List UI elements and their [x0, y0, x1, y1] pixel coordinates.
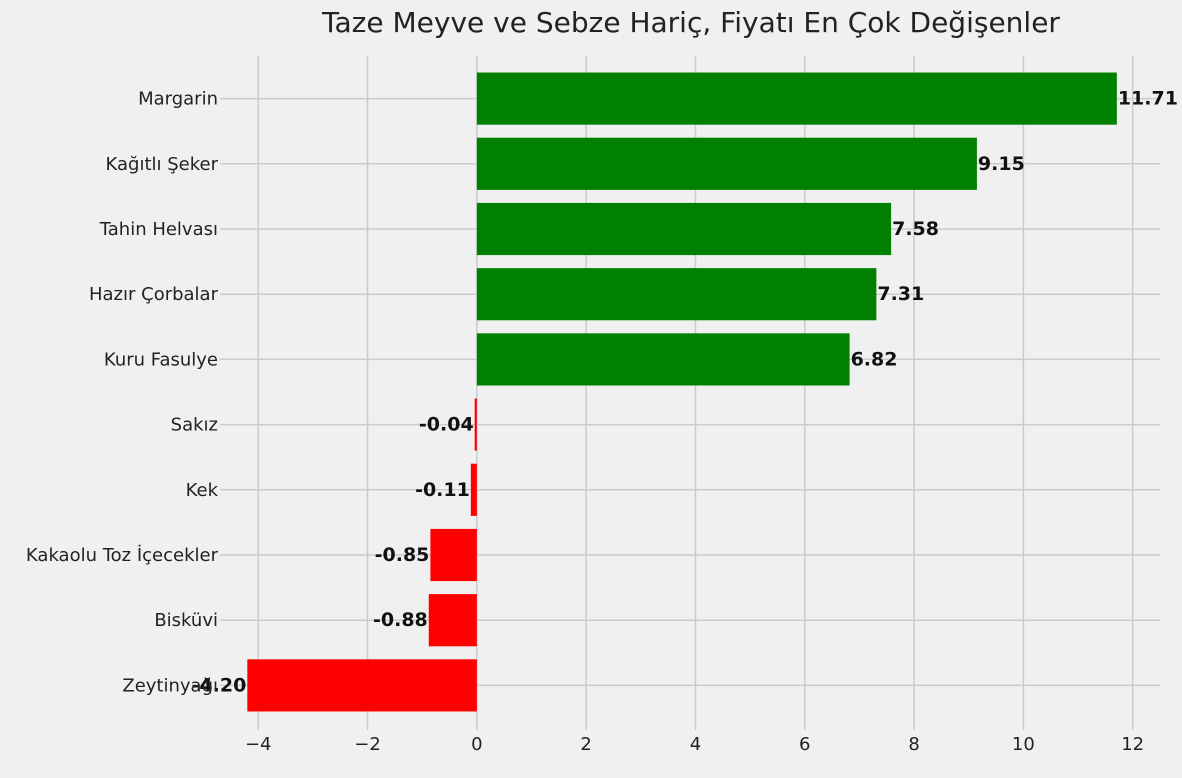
bar-value-label: 7.58 — [892, 218, 939, 240]
x-tick-labels-group: −4 −2 0 2 4 6 8 10 12 — [245, 734, 1144, 755]
bar-value-label: 7.31 — [877, 283, 924, 305]
bar-value-label: -4.20 — [192, 674, 247, 696]
bar — [476, 333, 850, 386]
x-tick-label: 0 — [471, 734, 482, 755]
category-label: Kağıtlı Şeker — [106, 154, 219, 175]
category-label: Hazır Çorbalar — [89, 284, 219, 305]
bar-value-label: 11.71 — [1118, 88, 1178, 110]
category-label: Tahin Helvası — [99, 219, 218, 240]
x-tick-label: 10 — [1012, 734, 1035, 755]
x-tick-label: −2 — [354, 734, 381, 755]
category-label: Kek — [186, 480, 219, 501]
bar — [474, 398, 477, 451]
bar — [428, 594, 477, 647]
bar-value-label: 9.15 — [978, 153, 1025, 175]
bar — [247, 659, 477, 712]
bar — [476, 72, 1117, 125]
bar — [476, 137, 977, 190]
bar-value-label: -0.88 — [373, 609, 428, 631]
bar — [476, 268, 877, 321]
x-tick-label: 12 — [1121, 734, 1144, 755]
x-tick-label: 8 — [908, 734, 919, 755]
x-tick-label: −4 — [245, 734, 272, 755]
category-label: Zeytinyağı — [122, 675, 218, 696]
bar — [476, 202, 892, 256]
x-tick-label: 4 — [690, 734, 701, 755]
category-label: Kuru Fasulye — [104, 349, 218, 370]
x-tick-label: 2 — [580, 734, 591, 755]
category-label: Sakız — [171, 415, 218, 436]
bar-value-label: 6.82 — [851, 348, 898, 370]
bar-value-label: -0.11 — [415, 479, 470, 501]
x-tick-label: 6 — [799, 734, 810, 755]
data-labels-group: 11.71 9.15 7.58 7.31 6.82 -0.04 -0.11 -0.85 -0.8… — [192, 88, 1178, 697]
bars-group — [247, 72, 1117, 712]
chart-title: Taze Meyve ve Sebze Hariç, Fiyatı En Çok… — [321, 6, 1060, 39]
category-label: Margarin — [138, 89, 218, 110]
category-labels-group: Margarin Kağıtlı Şeker Tahin Helvası Hazır … — [26, 89, 219, 697]
bar-value-label: -0.85 — [375, 544, 430, 566]
bar-value-label: -0.04 — [419, 414, 474, 436]
bar — [470, 463, 477, 516]
bar — [430, 528, 477, 582]
category-label: Bisküvi — [154, 610, 218, 631]
category-label: Kakaolu Toz İçecekler — [26, 545, 219, 566]
